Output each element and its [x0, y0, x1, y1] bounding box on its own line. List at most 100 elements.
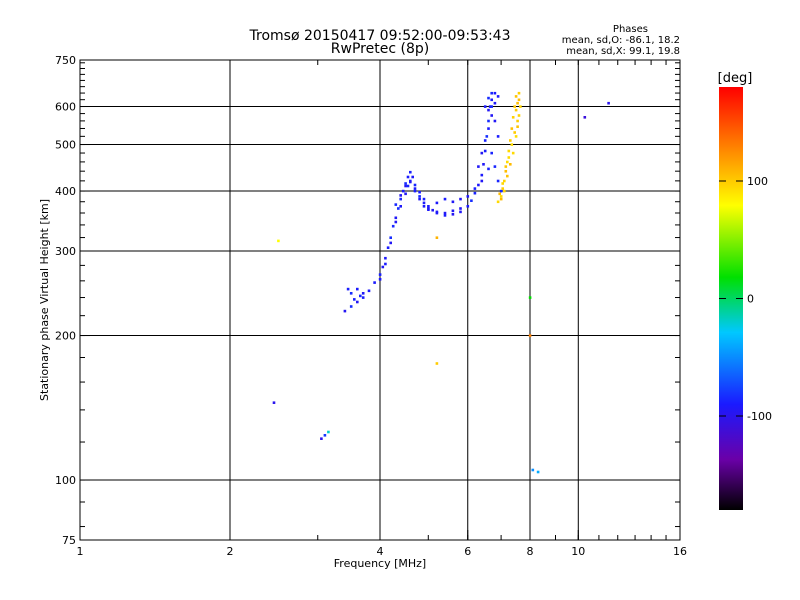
data-point: [487, 119, 490, 123]
data-point: [514, 95, 518, 98]
data-point: [506, 160, 509, 164]
data-point: [343, 309, 347, 313]
data-point: [435, 201, 439, 205]
data-point: [404, 182, 407, 185]
data-point: [353, 298, 356, 301]
data-point: [498, 192, 501, 196]
data-point: [487, 108, 490, 112]
stats-o-line: mean, sd,O: -86.1, 18.2: [562, 35, 680, 46]
data-point: [509, 163, 512, 166]
data-point: [480, 173, 484, 177]
data-point: [443, 211, 447, 215]
data-point: [409, 170, 412, 174]
y-axis-label: Stationary phase Virtual Height [km]: [38, 199, 51, 401]
data-point: [394, 203, 398, 206]
data-point: [422, 205, 426, 208]
x-axis-label: Frequency [MHz]: [334, 557, 426, 570]
data-point: [422, 201, 426, 205]
data-point: [503, 179, 506, 183]
data-point: [394, 216, 398, 220]
data-point: [418, 195, 421, 198]
data-point: [327, 430, 330, 434]
data-point: [391, 224, 395, 228]
data-point: [528, 296, 532, 299]
data-point: [418, 197, 421, 201]
data-point: [513, 105, 516, 108]
data-point: [384, 256, 387, 260]
data-point: [480, 179, 484, 183]
data-point: [411, 175, 414, 179]
data-point: [513, 131, 516, 134]
data-point: [431, 208, 434, 212]
data-point: [397, 207, 400, 210]
x-tick-label: 6: [464, 545, 471, 558]
y-tick-label: 200: [55, 330, 76, 343]
data-point: [451, 209, 455, 213]
colorbar-tick-label: 100: [747, 175, 768, 188]
data-point: [516, 119, 519, 123]
data-point: [384, 262, 387, 266]
data-point: [477, 165, 480, 168]
stats-x-line: mean, sd,X: 99.1, 19.8: [566, 46, 680, 57]
data-point: [399, 205, 402, 208]
data-point: [487, 96, 490, 100]
data-point: [323, 434, 327, 437]
data-point: [531, 468, 535, 472]
data-point: [490, 114, 493, 117]
data-point: [406, 175, 410, 179]
data-point: [517, 98, 521, 102]
data-point: [361, 292, 365, 295]
data-point: [399, 197, 402, 201]
data-point: [367, 289, 371, 293]
colorbar-label: [deg]: [718, 71, 753, 86]
data-point: [443, 197, 447, 201]
data-point: [490, 98, 493, 102]
data-point: [490, 91, 493, 95]
data-point: [427, 205, 430, 208]
data-point: [459, 210, 462, 214]
data-point: [583, 116, 587, 119]
y-tick-label: 750: [55, 54, 76, 67]
data-point: [607, 101, 610, 105]
data-point: [346, 287, 350, 291]
data-point: [490, 151, 493, 155]
data-point: [477, 183, 480, 187]
data-point: [503, 189, 506, 193]
data-point: [536, 470, 540, 474]
data-point: [496, 200, 500, 204]
data-point: [381, 265, 385, 269]
data-point: [483, 149, 487, 153]
data-point: [490, 105, 493, 108]
data-point: [361, 296, 365, 299]
y-tick-label: 500: [55, 139, 76, 152]
data-point: [418, 190, 421, 194]
data-point: [499, 197, 503, 201]
data-point: [359, 294, 362, 298]
y-tick-label: 300: [55, 245, 76, 258]
data-point: [394, 220, 398, 224]
data-point: [401, 189, 405, 193]
data-point: [483, 139, 487, 142]
data-point: [510, 143, 514, 146]
colorbar-ticks: 100 0 -100: [719, 175, 772, 423]
data-point: [435, 236, 439, 239]
data-point: [493, 165, 497, 168]
data-point: [356, 287, 359, 291]
data-point: [528, 334, 532, 337]
data-point: [413, 189, 417, 193]
data-point: [519, 105, 522, 108]
data-point: [493, 101, 497, 105]
data-point: [496, 135, 500, 138]
chart-title: Tromsø 20150417 09:52:00-09:53:43: [249, 28, 511, 44]
data-point: [443, 214, 447, 217]
data-point: [499, 189, 503, 193]
data-point: [514, 108, 518, 112]
data-point: [517, 91, 521, 95]
data-point: [485, 135, 489, 138]
colorbar-tick-label: 0: [747, 293, 754, 306]
data-point: [459, 197, 462, 201]
data-points: [272, 91, 610, 474]
y-tick-label: 75: [62, 534, 76, 547]
data-point: [507, 156, 511, 159]
